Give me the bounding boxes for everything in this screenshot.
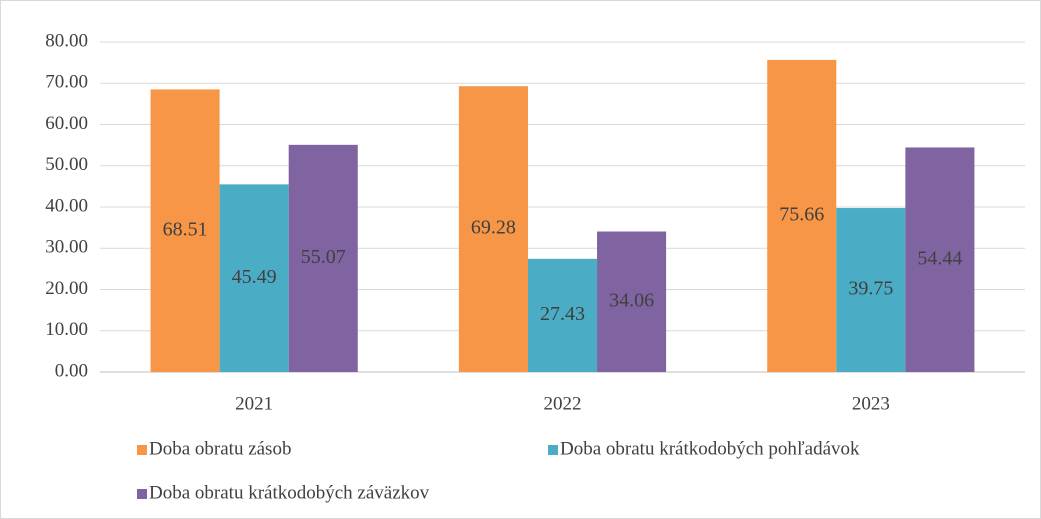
bar <box>458 86 528 372</box>
data-label: 69.28 <box>471 217 516 239</box>
data-label: 45.49 <box>232 266 277 288</box>
data-label: 39.75 <box>848 278 893 300</box>
legend-label: Doba obratu krátkodobých pohľadávok <box>560 438 860 459</box>
legend-label: Doba obratu zásob <box>149 438 291 459</box>
y-tick-label: 50.00 <box>45 154 88 175</box>
y-tick-label: 70.00 <box>45 72 88 93</box>
bar <box>836 208 906 372</box>
legend-swatch <box>137 489 147 499</box>
bar <box>527 258 598 372</box>
legend-swatch <box>137 445 147 455</box>
bar <box>905 147 975 372</box>
y-tick-label: 20.00 <box>45 278 88 299</box>
y-tick-label: 10.00 <box>45 319 88 340</box>
data-label: 34.06 <box>609 289 654 311</box>
bar <box>288 144 358 372</box>
x-tick-label: 2021 <box>235 393 273 414</box>
legend-label: Doba obratu krátkodobých záväzkov <box>149 482 430 503</box>
x-tick-label: 2023 <box>852 393 890 414</box>
x-tick-label: 2022 <box>544 393 582 414</box>
y-tick-label: 80.00 <box>45 30 88 51</box>
y-tick-label: 60.00 <box>45 113 88 134</box>
bar <box>767 59 837 373</box>
data-label: 54.44 <box>917 247 962 269</box>
bar <box>219 184 289 372</box>
bar <box>597 231 667 372</box>
legend-swatch <box>548 445 558 455</box>
y-tick-label: 30.00 <box>45 237 88 258</box>
bar <box>150 89 220 373</box>
y-tick-label: 40.00 <box>45 195 88 216</box>
data-label: 75.66 <box>779 204 824 226</box>
data-label: 27.43 <box>540 303 585 325</box>
y-tick-label: 0.00 <box>55 360 88 381</box>
data-label: 55.07 <box>301 246 346 268</box>
data-label: 68.51 <box>163 218 208 240</box>
